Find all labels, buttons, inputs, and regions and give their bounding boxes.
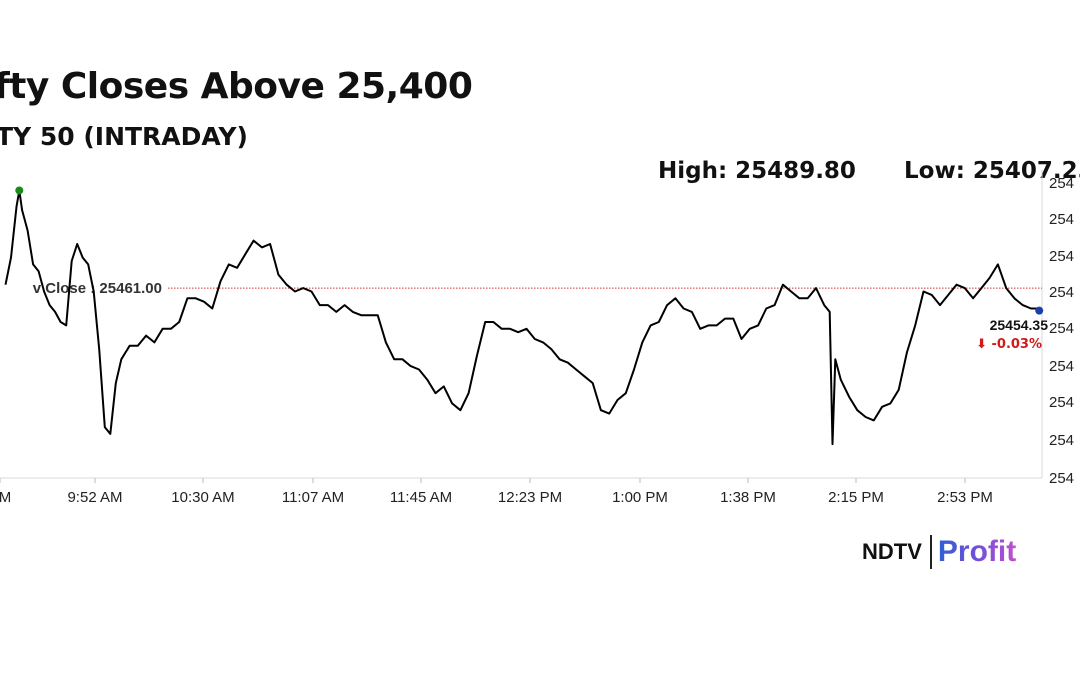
y-tick-label: 254 xyxy=(1049,394,1074,411)
change-percent-label: ⬇ -0.03% xyxy=(976,337,1042,352)
y-tick-label: 254 xyxy=(1049,320,1074,337)
logo-profit-text: Profit xyxy=(937,535,1017,568)
x-tick-label: 11:45 AM xyxy=(390,489,452,506)
y-tick-label: 254 xyxy=(1049,470,1074,487)
y-tick-label: 254 xyxy=(1049,248,1074,265)
day-low-stat: Low: 25407.25 xyxy=(904,158,1080,184)
chart-title: fty Closes Above 25,400 xyxy=(0,66,473,107)
prev-close-label: v Close : 25461.00 xyxy=(33,280,162,297)
x-tick-label: 1:00 PM xyxy=(612,489,668,506)
logo-divider xyxy=(929,535,932,569)
y-tick-label: 254 xyxy=(1049,284,1074,301)
x-tick-label: 12:23 PM xyxy=(498,489,562,506)
y-tick-label: 254 xyxy=(1049,175,1074,192)
chart-subtitle: TY 50 (INTRADAY) xyxy=(0,122,248,151)
x-tick-label: 11:07 AM xyxy=(282,489,344,506)
ndtv-profit-logo: NDTV Profit xyxy=(862,532,1016,572)
logo-ndtv-text: NDTV xyxy=(862,539,922,564)
x-tick-label: 9:52 AM xyxy=(67,489,122,506)
y-tick-label: 254 xyxy=(1049,358,1074,375)
high-point-marker xyxy=(15,186,24,195)
x-tick-label: 1:38 PM xyxy=(720,489,776,506)
y-tick-label: 254 xyxy=(1049,432,1074,449)
last-value-label: 25454.35 xyxy=(990,317,1049,333)
day-high-stat: High: 25489.80 xyxy=(658,158,856,184)
y-tick-label: 254 xyxy=(1049,211,1074,228)
x-tick-label: AM xyxy=(0,489,11,506)
x-tick-label: 2:15 PM xyxy=(828,489,884,506)
last-point-marker xyxy=(1035,306,1044,315)
x-tick-label: 10:30 AM xyxy=(171,489,234,506)
nifty-price-line xyxy=(4,189,1040,446)
x-tick-label: 2:53 PM xyxy=(937,489,993,506)
